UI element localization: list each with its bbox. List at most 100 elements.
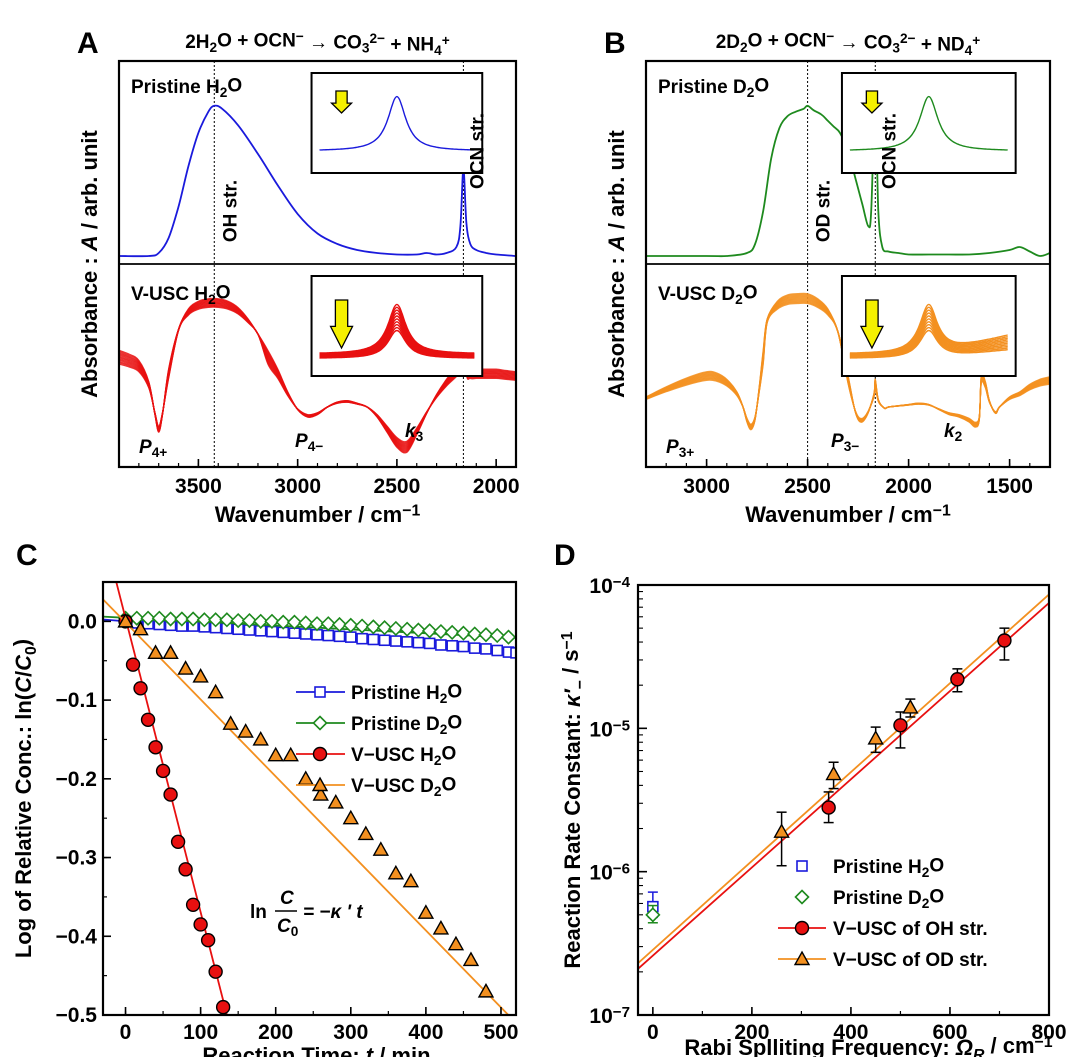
inset-frame: [840, 72, 1017, 174]
text-part: /: [11, 671, 36, 677]
x-axis-label: Wavenumber / cm−1: [745, 502, 951, 527]
text-part: O + OCN: [217, 30, 296, 51]
circle-marker: [133, 681, 148, 696]
y-tick-label: −0.1: [56, 689, 98, 712]
text-part: O: [929, 855, 944, 876]
circle-marker: [163, 787, 178, 802]
diamond-marker: [253, 613, 269, 629]
y-axis-label: Log of Relative Conc.: ln(C/C0): [9, 639, 40, 958]
triangle-marker: [402, 872, 420, 888]
text-part: Wavenumber / cm: [745, 502, 932, 527]
diamond-marker: [467, 626, 483, 642]
y-tick-label: −0.5: [56, 1004, 98, 1027]
legend-label: V−USC H2O: [351, 743, 456, 768]
text-part: −5: [613, 717, 630, 734]
triangle-marker: [357, 825, 375, 841]
text-part: Wavenumber / cm: [215, 502, 402, 527]
triangle-marker: [282, 746, 299, 762]
text-part: Log of Relative Conc.: ln(: [11, 692, 36, 958]
inset-top: [840, 72, 1017, 174]
circle-marker: [208, 964, 223, 979]
inset-top: [310, 72, 484, 174]
text-part: t: [366, 1043, 375, 1057]
x-tick-label: 200: [734, 1021, 769, 1044]
text-part: −: [826, 29, 834, 44]
x-tick-label: 3000: [274, 475, 321, 498]
equation-denominator: C0: [277, 916, 299, 939]
vusc-label: V-USC H2O: [131, 282, 230, 307]
triangle-marker: [477, 982, 495, 998]
x-tick-label: 600: [932, 1021, 967, 1044]
text-part: 2: [208, 292, 216, 307]
panel-b: B 2D2O + OCN− → CO32− + ND4+3000 2500 2000 1…: [604, 27, 1052, 527]
diamond-marker: [208, 612, 224, 628]
equation-rhs: = −κ ' t: [303, 902, 363, 923]
x-axis-label: Reaction Time: t / min.: [202, 1043, 436, 1057]
diamond-marker: [151, 610, 167, 626]
text-part: k: [944, 421, 956, 442]
text-part: / min.: [373, 1043, 437, 1057]
diamond-marker: [422, 623, 438, 639]
decrease-arrow-icon: [329, 90, 354, 114]
text-part: Pristine D: [351, 714, 440, 735]
fit-line: [103, 598, 510, 1015]
square-marker: [344, 631, 357, 643]
text-part: V−USC D: [351, 776, 434, 797]
diamond-marker: [388, 620, 404, 637]
circle-marker: [185, 897, 201, 912]
diamond-marker: [219, 612, 235, 628]
text-part: / cm: [984, 1033, 1034, 1057]
triangle-marker: [162, 644, 179, 660]
text-part: 2: [747, 85, 755, 100]
y-tick-label: 0.0: [68, 610, 97, 633]
text-part: −1: [933, 503, 951, 520]
y-tick-label: 10−4: [589, 574, 630, 598]
text-part: V−USC H: [351, 745, 434, 766]
diamond-marker: [230, 612, 246, 629]
legend-label: Pristine H2O: [351, 681, 462, 706]
x-tick-label: 1500: [986, 475, 1033, 498]
pristine-spectrum-line: [645, 97, 1051, 258]
text-part: 2: [440, 691, 448, 706]
text-part: 2: [955, 429, 963, 444]
square-marker: [322, 629, 335, 642]
diamond-marker: [354, 618, 370, 634]
triangle-marker: [117, 612, 134, 628]
diamond-marker: [444, 624, 460, 641]
text-part: 2−: [900, 31, 916, 46]
diamond-marker: [129, 610, 145, 626]
x-tick-label: 0: [647, 1021, 659, 1044]
circle-marker: [125, 657, 141, 672]
triangle-marker: [177, 660, 194, 675]
text-part: P: [295, 431, 308, 452]
circle-marker: [178, 862, 193, 877]
circle-marker: [170, 834, 186, 849]
text-part: / arb. unit: [77, 129, 102, 235]
text-part: −6: [613, 861, 630, 878]
y-tick-label: 10−5: [589, 717, 630, 741]
inset-bottom: [310, 275, 484, 377]
legend-label: Pristine D2O: [833, 886, 944, 911]
diamond-marker: [312, 715, 328, 731]
fit-line: [638, 602, 1049, 970]
diamond-marker: [343, 617, 359, 633]
square-marker: [435, 639, 447, 651]
diamond-marker: [433, 623, 449, 640]
text-part: 10: [589, 718, 612, 741]
x-tick-label: 2000: [885, 475, 932, 498]
text-part: Rabi Splliting Frequency:: [684, 1035, 955, 1057]
vusc-spectrum-trace: [645, 302, 1051, 425]
triangle-marker: [297, 770, 314, 786]
square-marker: [446, 639, 458, 652]
text-part: 4: [965, 43, 973, 58]
triangle-marker: [311, 776, 329, 792]
circle-marker: [794, 920, 810, 936]
inset-frame: [310, 72, 484, 174]
text-part: Reaction Rate Constant:: [560, 707, 585, 969]
square-marker: [412, 636, 425, 649]
legend-label: V−USC D2O: [351, 774, 456, 799]
fit-line: [638, 593, 1049, 964]
text-part: O: [442, 774, 457, 795]
text-part: O: [743, 282, 758, 303]
